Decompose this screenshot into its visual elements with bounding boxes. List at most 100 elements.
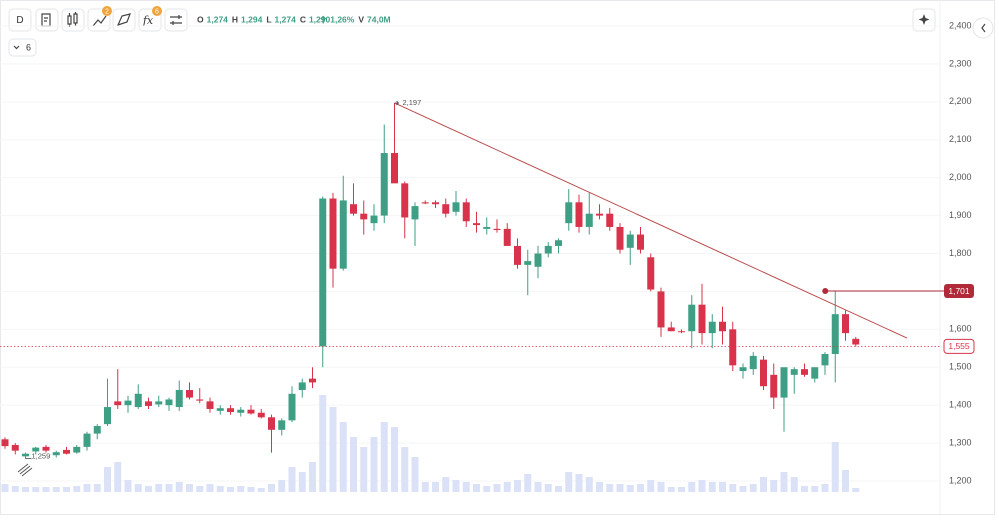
volume-bar bbox=[350, 437, 357, 492]
candle-body bbox=[708, 321, 716, 334]
indicator-icon bbox=[92, 15, 107, 27]
candle-body bbox=[678, 331, 685, 333]
volume-bar bbox=[298, 472, 306, 492]
volume-bar bbox=[585, 477, 593, 492]
candle-body bbox=[698, 304, 706, 334]
candle-body bbox=[483, 226, 491, 229]
volume-bar bbox=[268, 484, 275, 492]
drawing-icon bbox=[116, 13, 131, 26]
legend-key: C bbox=[300, 15, 306, 25]
collapse-icon bbox=[981, 23, 986, 33]
settings-button[interactable] bbox=[164, 8, 188, 32]
volume-bar bbox=[339, 422, 347, 492]
volume-bar bbox=[257, 488, 265, 492]
candle-body bbox=[11, 444, 19, 451]
peak-marker bbox=[394, 100, 400, 106]
candle-body bbox=[596, 213, 603, 216]
volume-bar bbox=[104, 467, 111, 492]
legend-value: 1,294 bbox=[241, 15, 263, 25]
badge-count: 6 bbox=[155, 8, 159, 15]
y-tick-label: 1,600 bbox=[949, 324, 972, 334]
indicator-toggle[interactable] bbox=[8, 38, 37, 57]
candle-body bbox=[124, 400, 132, 406]
indicator-count: 6 bbox=[26, 42, 31, 52]
volume-bar bbox=[52, 487, 60, 492]
volume-bar bbox=[391, 427, 398, 492]
legend-key: L bbox=[266, 15, 271, 25]
candle-body bbox=[626, 234, 634, 248]
candle-body bbox=[647, 257, 655, 290]
drawing-button[interactable] bbox=[112, 8, 136, 32]
candle-body bbox=[155, 401, 163, 405]
volume-bar bbox=[134, 484, 142, 492]
candle-body bbox=[749, 355, 757, 370]
volume-bar bbox=[760, 477, 767, 492]
candle-body bbox=[206, 401, 214, 409]
volume-bar bbox=[73, 486, 81, 492]
compare-button[interactable] bbox=[35, 8, 59, 32]
volume-bar bbox=[401, 447, 409, 492]
candle-body bbox=[196, 399, 204, 401]
y-tick-label: 1,900 bbox=[949, 210, 972, 220]
volume-bar bbox=[749, 484, 757, 492]
chart-type-button[interactable] bbox=[61, 8, 85, 32]
candle-body bbox=[73, 446, 81, 453]
candle-body bbox=[811, 367, 819, 379]
candle-body bbox=[421, 202, 429, 204]
candle-body bbox=[288, 393, 296, 421]
candle-body bbox=[42, 446, 50, 451]
price-line-box bbox=[944, 284, 974, 299]
volume-bar bbox=[770, 480, 778, 492]
volume-bar bbox=[739, 486, 747, 492]
candle-body bbox=[257, 412, 265, 418]
ohlc-legend: O 1,274 H 1,294 L 1,274 C 1,2901,26% V 74,0M bbox=[197, 15, 391, 25]
y-tick-label: 2,300 bbox=[949, 58, 972, 68]
settings-icon bbox=[170, 15, 182, 25]
volume-bar bbox=[473, 484, 480, 492]
candle-body bbox=[770, 374, 778, 398]
candle-body bbox=[544, 245, 552, 254]
volume-bar bbox=[124, 480, 132, 492]
y-tick-label: 2,000 bbox=[949, 172, 972, 182]
sparkle-icon bbox=[918, 14, 930, 25]
candle-body bbox=[473, 223, 480, 226]
volume-bar bbox=[452, 480, 460, 492]
candle-body bbox=[462, 202, 470, 222]
volume-bar bbox=[227, 487, 234, 492]
volume-bar bbox=[708, 482, 716, 492]
volume-bar bbox=[657, 482, 665, 492]
candle-body bbox=[380, 153, 388, 216]
volume-bar bbox=[206, 484, 214, 492]
candle-body bbox=[780, 367, 788, 398]
peak-label: 2,197 bbox=[403, 98, 422, 107]
volume-bar bbox=[503, 482, 511, 492]
volume-bar bbox=[626, 485, 634, 492]
volume-bar bbox=[145, 486, 152, 492]
legend-key: H bbox=[232, 15, 238, 25]
volume-bar bbox=[575, 474, 583, 492]
candle-body bbox=[391, 153, 398, 184]
volume-bar bbox=[186, 484, 193, 492]
candle-body bbox=[831, 314, 839, 354]
y-tick-label: 2,200 bbox=[949, 96, 972, 106]
candle-body bbox=[247, 409, 255, 414]
badge-count: 2 bbox=[105, 8, 109, 15]
volume-bar bbox=[462, 482, 470, 492]
candle-body bbox=[616, 226, 624, 250]
y-tick-label: 1,300 bbox=[949, 437, 972, 447]
candle-body bbox=[216, 408, 224, 411]
last-price-box bbox=[943, 338, 975, 354]
candle-body bbox=[432, 202, 439, 205]
interval: D bbox=[16, 15, 23, 26]
candle-body bbox=[565, 202, 573, 224]
trendline bbox=[394, 102, 908, 339]
volume-bar bbox=[93, 484, 101, 492]
candle-body bbox=[442, 204, 450, 214]
y-tick-label: 1,500 bbox=[949, 362, 972, 372]
candle-body bbox=[852, 338, 860, 345]
candle-body bbox=[657, 291, 665, 328]
candle-body bbox=[339, 200, 347, 269]
candle-body bbox=[32, 447, 40, 452]
collapse-button[interactable] bbox=[972, 17, 994, 39]
candle-body bbox=[93, 426, 101, 434]
